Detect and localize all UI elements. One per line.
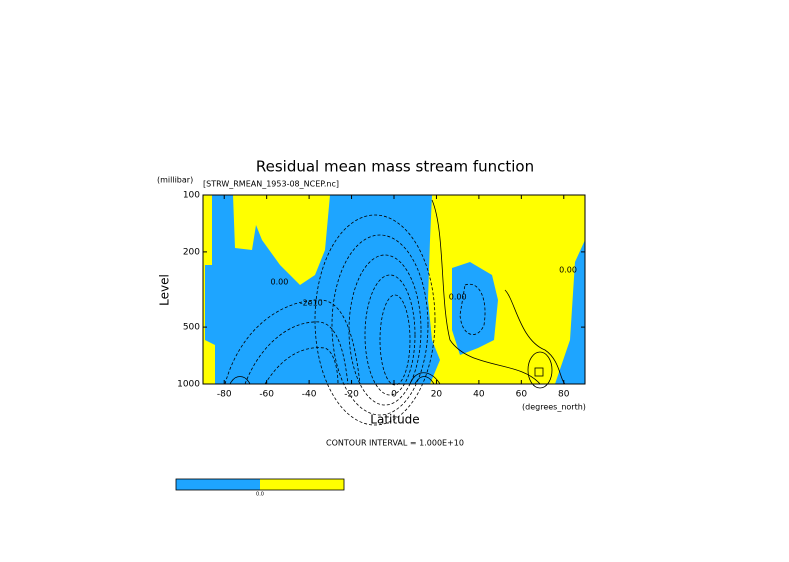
plot-area (202, 194, 586, 426)
contour-note: CONTOUR INTERVAL = 1.000E+10 (326, 439, 464, 448)
x-tick-label: 60 (516, 390, 528, 400)
x-tick-label: -60 (259, 390, 274, 400)
contour-label: 0.00 (270, 277, 288, 286)
x-tick-label: -20 (344, 390, 359, 400)
y-tick-label: 1000 (177, 380, 200, 390)
x-tick-label: 40 (473, 390, 485, 400)
negative-contours (224, 214, 486, 426)
y-tick-label: 100 (183, 191, 200, 201)
contour-label: -2e10 (300, 298, 323, 307)
y-axis-label: Level (158, 274, 172, 306)
y-tick-label: 500 (183, 323, 200, 333)
x-tick-label: -80 (217, 390, 232, 400)
x-tick-label: 0 (391, 390, 397, 400)
x-tick-label: -40 (302, 390, 317, 400)
x-tick-label: 80 (558, 390, 570, 400)
chart-subtitle: [STRW_RMEAN_1953-08_NCEP.nc] (203, 180, 339, 189)
x-axis-label: Latitude (370, 413, 419, 427)
colorbar: 0.0 (175, 478, 345, 498)
positive-contours (229, 199, 566, 389)
chart-title: Residual mean mass stream function (256, 158, 534, 176)
negative-region (555, 240, 585, 384)
y-unit: (millibar) (157, 176, 193, 185)
x-tick-label: 20 (431, 390, 443, 400)
x-unit: (degrees_north) (522, 403, 586, 412)
contour-label: 0.00 (559, 265, 577, 274)
contour-label: 0.00 (449, 293, 467, 302)
colorbar-negative (176, 479, 260, 490)
colorbar-frame (175, 478, 345, 491)
colorbar-label: 0.0 (256, 492, 264, 498)
colorbar-positive (260, 479, 344, 490)
negative-region (452, 262, 498, 355)
negative-region (205, 195, 440, 384)
y-tick-label: 200 (183, 247, 200, 257)
